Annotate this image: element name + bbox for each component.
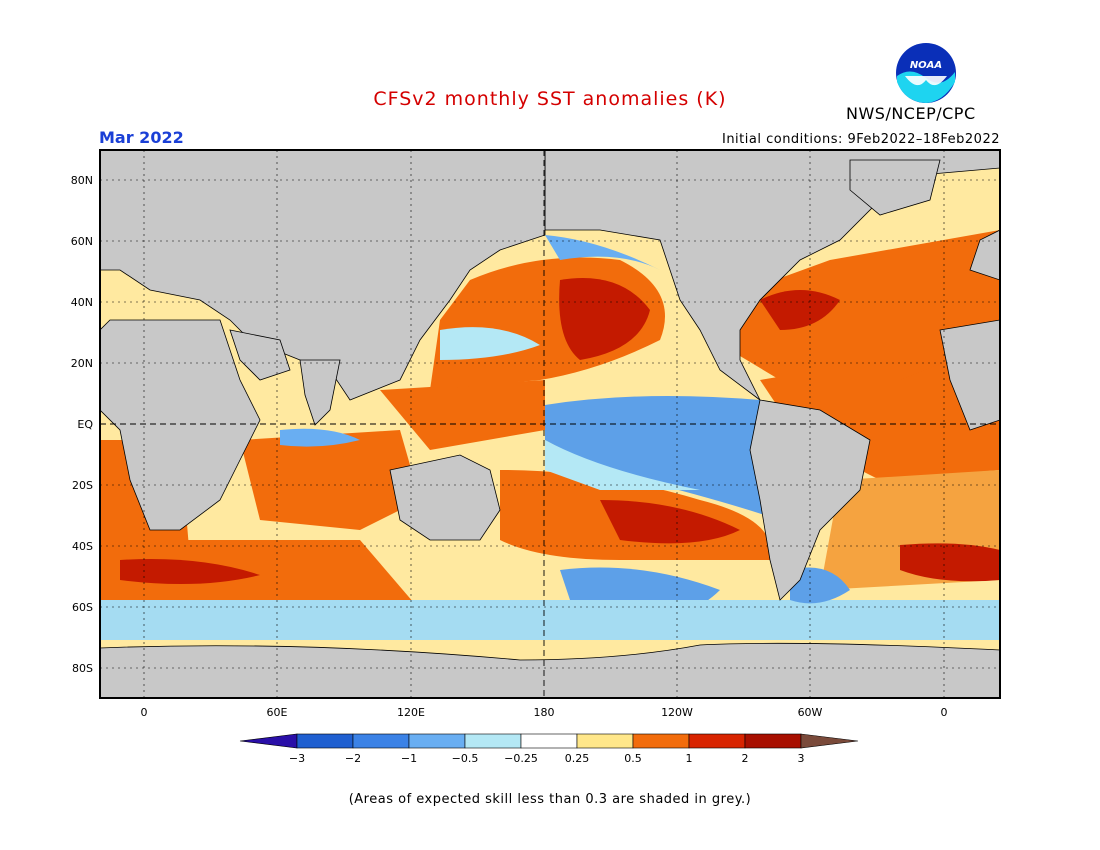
north-atlantic-hot — [760, 290, 840, 330]
colorbar-label: −2 — [345, 752, 361, 765]
lon-label: 180 — [534, 706, 555, 719]
south-atlantic-hot — [900, 543, 1000, 582]
agency-label: NWS/NCEP/CPC — [846, 104, 976, 123]
equatorial-pacific-cool — [545, 396, 780, 520]
colorbar-label: −3 — [289, 752, 305, 765]
lat-label: 80S — [72, 662, 93, 675]
colorbar — [239, 733, 859, 749]
south-american-cool — [790, 567, 850, 604]
colorbar-swatch — [688, 733, 746, 749]
north-pacific-core — [559, 278, 650, 360]
indo-pacific-warm — [380, 380, 545, 450]
colorbar-swatch — [296, 733, 354, 749]
north-atlantic-warm — [720, 230, 1000, 380]
colorbar-label: 3 — [798, 752, 805, 765]
colorbar-swatch — [464, 733, 522, 749]
equatorial-pacific-light — [545, 440, 700, 490]
colorbar-label: −1 — [401, 752, 417, 765]
colorbar-label: −0.25 — [504, 752, 538, 765]
colorbar-arrow-low — [239, 733, 298, 749]
west-indian-cool — [280, 428, 360, 447]
north-pacific-cool — [545, 235, 660, 270]
colorbar-label: 2 — [742, 752, 749, 765]
land-india — [299, 359, 341, 426]
noaa-logo: NOAA — [896, 43, 956, 103]
lon-label: 0 — [141, 706, 148, 719]
colorbar-label: 1 — [686, 752, 693, 765]
colorbar-swatch — [520, 733, 578, 749]
land-africa — [100, 319, 261, 531]
land-eurasia-east — [969, 229, 1000, 281]
colorbar-arrow-high — [800, 733, 859, 749]
land-arabia — [229, 329, 291, 381]
lat-label: 40N — [71, 296, 93, 309]
lat-label: 60N — [71, 235, 93, 248]
lat-label: 60S — [72, 601, 93, 614]
lon-label: 0 — [941, 706, 948, 719]
colorbar-label: −0.5 — [452, 752, 479, 765]
lon-label: 60W — [798, 706, 823, 719]
lat-label: 80N — [71, 174, 93, 187]
skill-note: (Areas of expected skill less than 0.3 a… — [348, 792, 752, 807]
noaa-logo-text: NOAA — [910, 60, 942, 71]
lon-label: 120W — [661, 706, 693, 719]
land-australia — [389, 454, 501, 541]
map-gridlines — [100, 150, 1000, 698]
chart-title: CFSv2 monthly SST anomalies (K) — [373, 88, 727, 110]
colorbar-swatch — [744, 733, 802, 749]
lon-label: 60E — [267, 706, 288, 719]
subtropical-pacific-cool — [440, 327, 540, 360]
south-pacific-hot — [600, 500, 740, 544]
land-greenland — [849, 159, 941, 216]
colorbar-swatch — [632, 733, 690, 749]
colorbar-label: 0.25 — [565, 752, 590, 765]
lat-label: 40S — [72, 540, 93, 553]
lat-label: 20S — [72, 479, 93, 492]
lat-label: EQ — [77, 418, 93, 431]
land-eurasia — [100, 150, 546, 401]
initial-conditions: Initial conditions: 9Feb2022–18Feb2022 — [721, 132, 1000, 147]
southern-ocean-cool — [100, 600, 1000, 640]
land-antarctica — [100, 642, 1000, 698]
land-africa-east — [939, 319, 1000, 431]
southern-ocean-hot — [120, 559, 260, 584]
indian-ocean-warm — [240, 430, 420, 530]
colorbar-swatch — [408, 733, 466, 749]
lat-label: 20N — [71, 357, 93, 370]
colorbar-swatch — [576, 733, 634, 749]
lon-label: 120E — [397, 706, 425, 719]
colorbar-label: 0.5 — [624, 752, 642, 765]
map-frame — [99, 149, 1001, 699]
colorbar-swatch — [352, 733, 410, 749]
forecast-month: Mar 2022 — [99, 128, 184, 147]
